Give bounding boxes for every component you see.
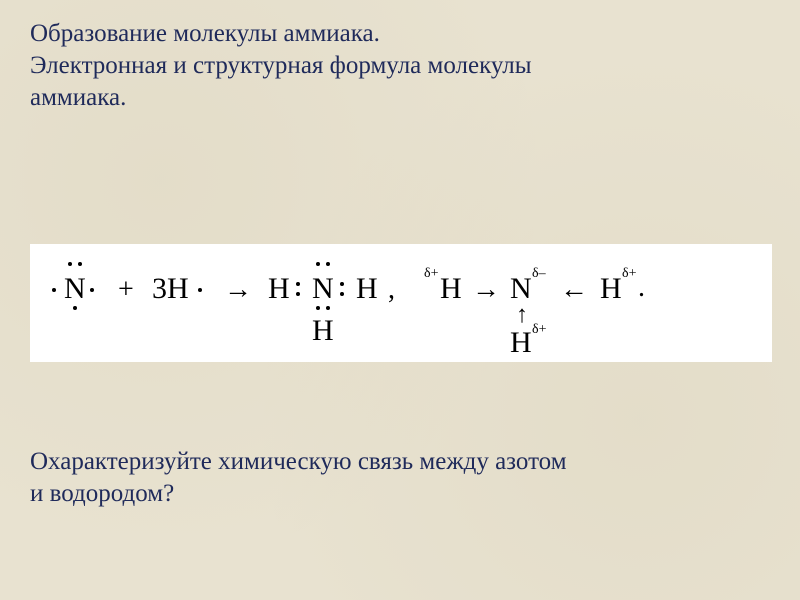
- plus-sign: +: [118, 274, 134, 306]
- dot-icon: [316, 262, 320, 266]
- heading-line-2: Электронная и структурная формула молеку…: [30, 50, 532, 83]
- comma: ,: [388, 274, 395, 306]
- delta-minus: δ–: [532, 266, 546, 282]
- dot-icon: [78, 262, 82, 266]
- heading-line-1: Образование молекулы аммиака.: [30, 18, 380, 51]
- dot-icon: [326, 306, 330, 310]
- struct-n: N: [510, 272, 532, 306]
- dot-icon: [68, 262, 72, 266]
- dot-icon: [73, 306, 77, 310]
- struct-h-right: H: [600, 272, 622, 306]
- atom-h-left: H: [268, 272, 290, 306]
- arrow-right-icon: →: [472, 274, 500, 306]
- atom-h-bottom: H: [312, 314, 334, 348]
- struct-h-bottom: H: [510, 326, 532, 360]
- heading-line-3: аммиака.: [30, 82, 126, 115]
- question-line-2: и водородом?: [30, 478, 174, 511]
- dot-icon: [198, 288, 202, 292]
- atom-h-right: H: [356, 272, 378, 306]
- dot-icon: [316, 306, 320, 310]
- atom-n-1: N: [64, 272, 86, 306]
- formula-content: N + 3H → H N H H , δ+ H → N δ– ← H δ+ .: [30, 244, 772, 362]
- formula-box: N + 3H → H N H H , δ+ H → N δ– ← H δ+ .: [30, 244, 772, 362]
- dot-icon: [296, 292, 300, 296]
- arrow-up-icon: ↑: [516, 302, 528, 329]
- arrow-right-icon: →: [224, 274, 252, 306]
- dot-icon: [326, 262, 330, 266]
- delta-plus-1: δ+: [424, 266, 439, 282]
- dot-icon: [296, 282, 300, 286]
- arrow-left-icon: ←: [560, 274, 588, 306]
- dot-icon: [52, 288, 56, 292]
- atom-n-2: N: [312, 272, 334, 306]
- dot-icon: [90, 288, 94, 292]
- three-h: 3H: [152, 272, 189, 306]
- period: .: [638, 272, 645, 304]
- delta-plus-2: δ+: [622, 266, 637, 282]
- struct-h-left: H: [440, 272, 462, 306]
- question-line-1: Охарактеризуйте химическую связь между а…: [30, 446, 567, 479]
- dot-icon: [340, 292, 344, 296]
- dot-icon: [340, 282, 344, 286]
- delta-plus-3: δ+: [532, 322, 547, 338]
